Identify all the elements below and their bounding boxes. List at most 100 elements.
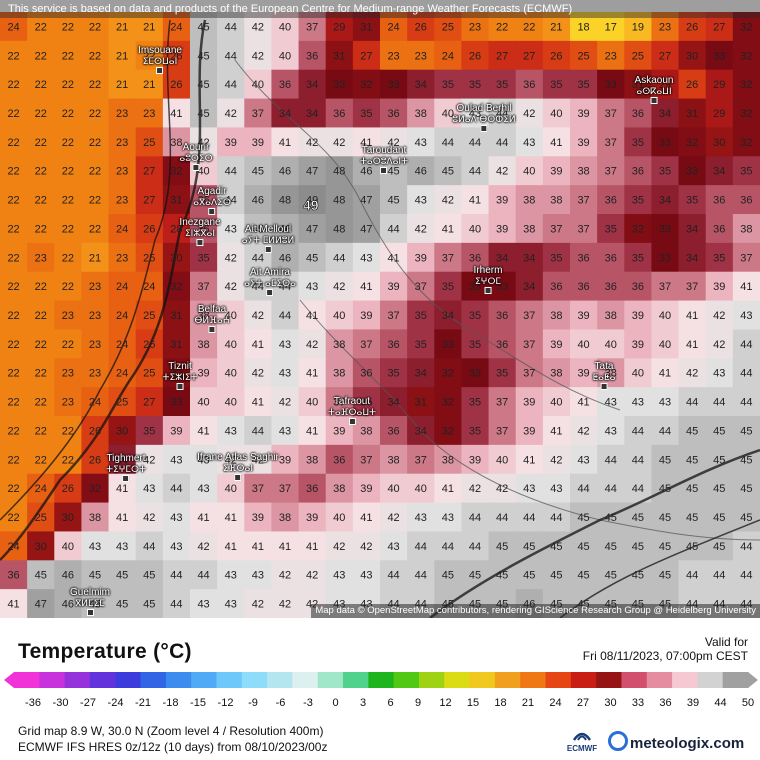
heatmap-value: 22 — [89, 137, 101, 149]
heatmap-cell — [217, 589, 245, 618]
heatmap-cell — [597, 473, 625, 504]
city-label: Irherm ⵉⵖⵔⵎ — [474, 266, 502, 294]
heatmap-value: 41 — [523, 454, 535, 466]
heatmap-value: 40 — [632, 368, 644, 380]
heatmap-value: 22 — [35, 281, 47, 293]
heatmap-value: 40 — [550, 397, 562, 409]
heatmap-cell — [244, 69, 273, 100]
heatmap-value: 42 — [252, 21, 264, 33]
heatmap-value: 44 — [686, 570, 698, 582]
heatmap-cell — [678, 329, 707, 359]
heatmap-cell — [108, 531, 137, 561]
heatmap-value: 40 — [225, 397, 237, 409]
temperature-map[interactable]: 24 22 22 22 21 21 24 45 44 42 40 37 29 31 24 26 25 23 22 22… — [0, 0, 760, 618]
heatmap-cell — [244, 185, 273, 215]
heatmap-value: 35 — [496, 79, 508, 91]
heatmap-cell — [298, 242, 327, 273]
scale-swatch — [140, 672, 167, 688]
city-name-tifinagh: ⴰⵓⵔⵉⵔ — [179, 153, 213, 163]
heatmap-cell — [488, 416, 517, 446]
heatmap-value: 32 — [89, 483, 101, 495]
heatmap-cell — [325, 560, 354, 590]
heatmap-value: 41 — [360, 281, 372, 293]
heatmap-value: 42 — [143, 454, 155, 466]
heatmap-cell — [434, 185, 463, 215]
heatmap-cell — [732, 185, 760, 215]
heatmap-cell — [108, 473, 137, 504]
heatmap-cell — [597, 214, 625, 244]
heatmap-cell — [624, 531, 653, 561]
heatmap-value: 28 — [170, 223, 182, 235]
heatmap-value: 40 — [415, 483, 427, 495]
heatmap-cell — [135, 502, 164, 533]
heatmap-cell — [27, 589, 55, 618]
heatmap-cell — [54, 271, 83, 302]
heatmap-cell — [135, 12, 164, 42]
heatmap-value: 42 — [360, 541, 372, 553]
heatmap-cell — [217, 98, 245, 129]
heatmap-value: 38 — [279, 512, 291, 524]
heatmap-cell — [488, 300, 517, 331]
heatmap-cell — [732, 502, 760, 533]
heatmap-value: 36 — [523, 79, 535, 91]
heatmap-value: 41 — [225, 512, 237, 524]
heatmap-value: 42 — [225, 108, 237, 120]
heatmap-value: 22 — [7, 166, 19, 178]
heatmap-cell — [352, 242, 381, 273]
heatmap-value: 22 — [7, 223, 19, 235]
heatmap-value: 45 — [197, 108, 209, 120]
heatmap-cell — [81, 502, 110, 533]
heatmap-cell — [624, 185, 653, 215]
heatmap-value: 34 — [659, 108, 671, 120]
heatmap-value: 44 — [713, 397, 725, 409]
heatmap-cell — [597, 156, 625, 186]
heatmap-cell — [407, 214, 435, 244]
city-name-tifinagh: ⵜⵉⵣⵏⵉⵜ — [162, 372, 198, 382]
heatmap-cell — [380, 271, 408, 302]
heatmap-value: 42 — [387, 137, 399, 149]
heatmap-value: 35 — [550, 252, 562, 264]
heatmap-value: 42 — [333, 541, 345, 553]
heatmap-cell — [678, 358, 707, 388]
heatmap-value: 44 — [225, 50, 237, 62]
heatmap-cell — [732, 416, 760, 446]
heatmap-value: 35 — [686, 195, 698, 207]
heatmap-cell — [135, 589, 164, 618]
heatmap-value: 32 — [740, 50, 752, 62]
heatmap-value: 44 — [279, 281, 291, 293]
heatmap-cell — [624, 416, 653, 446]
heatmap-value: 22 — [62, 137, 74, 149]
heatmap-cell — [0, 416, 28, 446]
heatmap-cell — [705, 185, 734, 215]
heatmap-value: 45 — [686, 512, 698, 524]
heatmap-value: 44 — [605, 454, 617, 466]
scale-swatch — [241, 672, 268, 688]
city-name: Tighmert — [106, 453, 146, 464]
heatmap-value: 31 — [170, 195, 182, 207]
meteologix-logo: meteologix.com — [608, 731, 744, 752]
heatmap-value: 35 — [360, 397, 372, 409]
heatmap-cell — [108, 271, 137, 302]
scale-swatch — [89, 672, 116, 688]
heatmap-value: 39 — [415, 252, 427, 264]
heatmap-cell — [135, 156, 164, 186]
heatmap-value: 39 — [252, 137, 264, 149]
map-line — [234, 59, 621, 411]
heatmap-value: 39 — [170, 425, 182, 437]
heatmap-value: 34 — [415, 79, 427, 91]
heatmap-cell — [651, 69, 680, 100]
heatmap-cell — [217, 156, 245, 186]
heatmap-value: 33 — [387, 79, 399, 91]
scale-tick-label: 39 — [686, 697, 700, 709]
heatmap-value: 34 — [686, 252, 698, 264]
color-scale-bar — [4, 672, 758, 688]
heatmap-cell — [651, 358, 680, 388]
heatmap-cell — [81, 300, 110, 331]
heatmap-value: 39 — [279, 454, 291, 466]
heatmap-value: 33 — [713, 50, 725, 62]
heatmap-value: 34 — [442, 310, 454, 322]
heatmap-cell — [597, 40, 625, 71]
heatmap-cell — [705, 502, 734, 533]
heatmap-value: 45 — [387, 166, 399, 178]
heatmap-value: 22 — [7, 79, 19, 91]
